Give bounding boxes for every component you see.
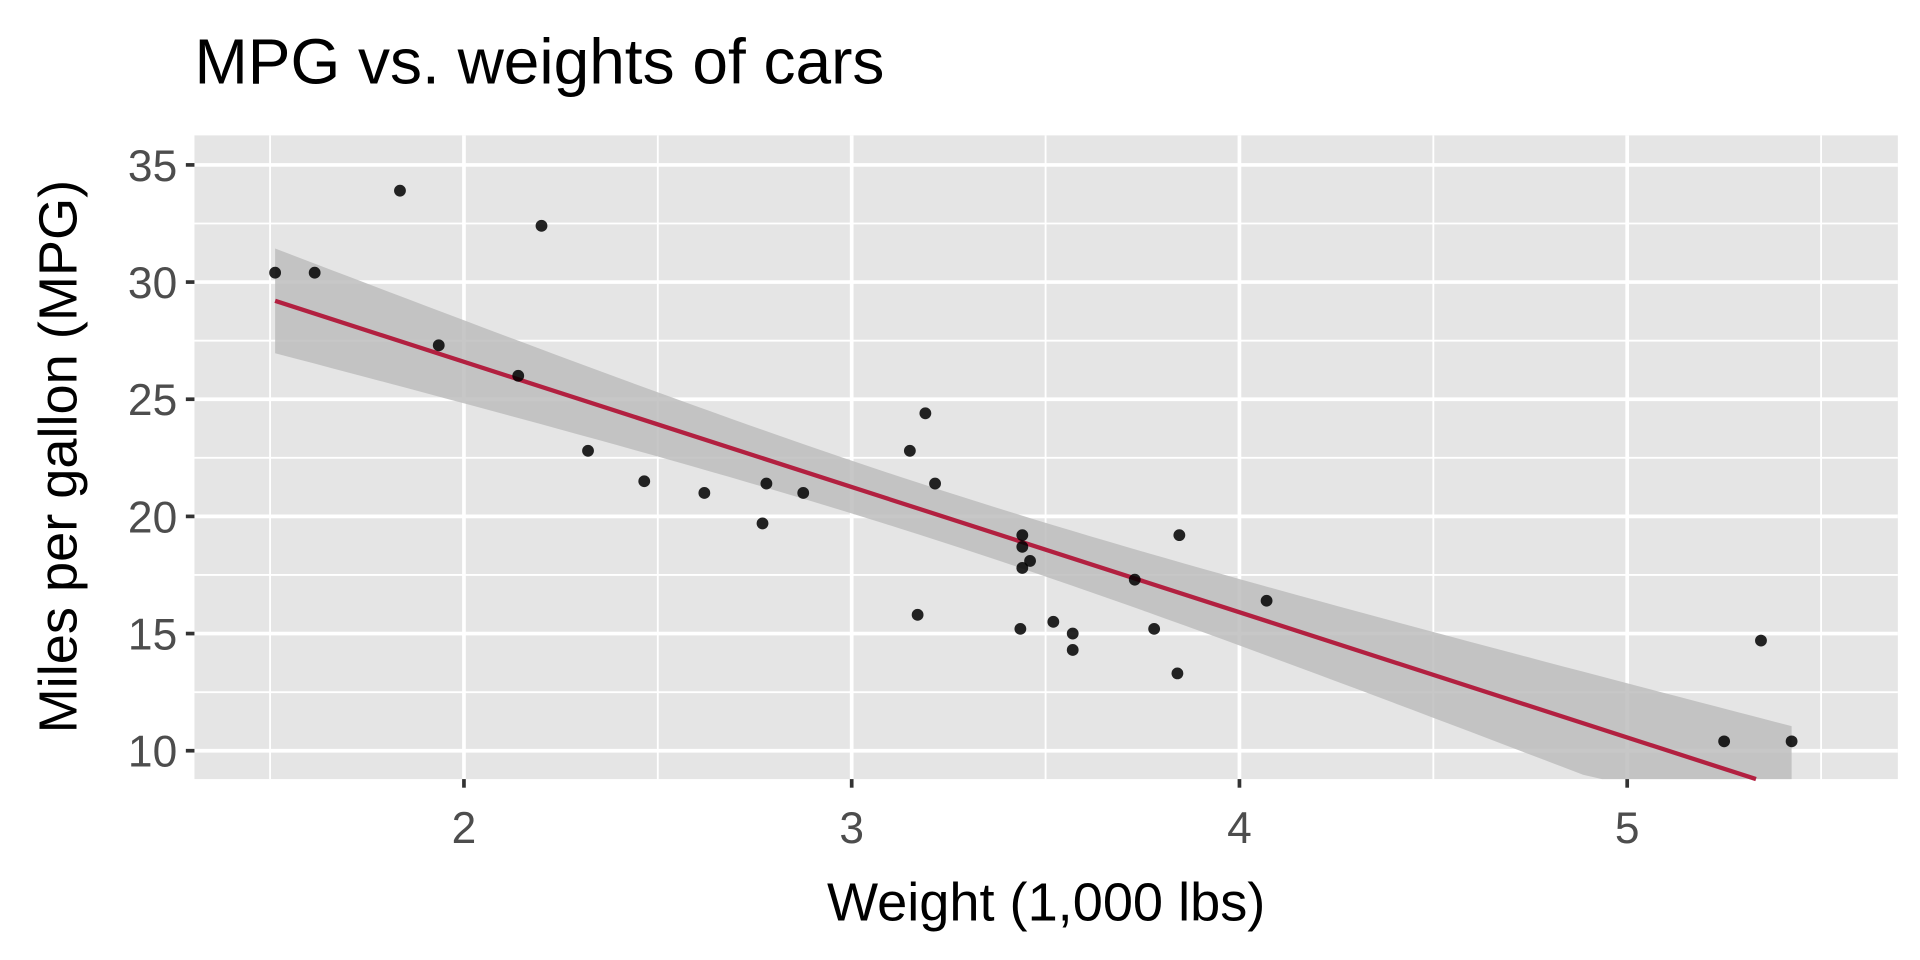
- x-tick-label: 2: [452, 804, 477, 853]
- data-point: [1016, 540, 1029, 553]
- data-points: [269, 184, 1798, 748]
- data-point: [535, 219, 548, 232]
- data-point: [797, 487, 810, 499]
- data-point: [929, 477, 941, 490]
- data-point: [1128, 573, 1141, 586]
- x-axis-label: Weight (1,000 lbs): [827, 873, 1265, 933]
- y-tick-label: 20: [128, 493, 177, 542]
- data-point: [1785, 735, 1798, 748]
- y-axis-label: Miles per gallon (MPG): [28, 180, 88, 734]
- data-point: [760, 477, 773, 490]
- data-point: [432, 339, 445, 352]
- x-tick-label: 3: [839, 804, 864, 853]
- y-tick-label: 10: [128, 728, 177, 777]
- data-point: [1066, 644, 1079, 656]
- data-point: [308, 266, 321, 279]
- y-tick-label: 30: [128, 259, 177, 308]
- data-point: [1066, 627, 1079, 640]
- data-point: [638, 475, 651, 488]
- confidence-band-area: [275, 248, 1792, 780]
- data-point: [1171, 667, 1184, 680]
- x-tick-label: 5: [1615, 804, 1640, 853]
- data-point: [1047, 615, 1060, 628]
- data-point: [394, 184, 406, 197]
- y-axis: 10 15 20 25 30 35: [128, 142, 195, 777]
- data-point: [1148, 622, 1161, 635]
- data-point: [1024, 555, 1036, 567]
- regression-line: [274, 298, 1757, 782]
- data-point: [1755, 634, 1767, 647]
- data-point: [269, 266, 282, 279]
- data-point: [1173, 529, 1186, 542]
- data-point: [582, 444, 594, 457]
- data-point: [1260, 594, 1273, 607]
- data-point: [1016, 562, 1029, 574]
- data-point: [903, 444, 916, 457]
- data-point: [756, 517, 769, 530]
- data-point: [1016, 529, 1029, 542]
- x-tick-label: 4: [1227, 804, 1252, 853]
- y-tick-label: 15: [128, 611, 177, 660]
- x-axis: 2 3 4 5: [452, 779, 1640, 853]
- data-point: [1014, 622, 1027, 635]
- confidence-band: [275, 248, 1792, 780]
- regression-line-group: [274, 298, 1757, 782]
- y-tick-label: 25: [128, 376, 177, 425]
- data-point: [1718, 735, 1731, 748]
- data-point: [911, 608, 924, 621]
- data-point: [698, 487, 711, 499]
- data-point: [512, 369, 525, 382]
- data-point: [919, 407, 932, 420]
- chart-title: MPG vs. weights of cars: [194, 26, 884, 98]
- y-tick-label: 35: [128, 142, 177, 191]
